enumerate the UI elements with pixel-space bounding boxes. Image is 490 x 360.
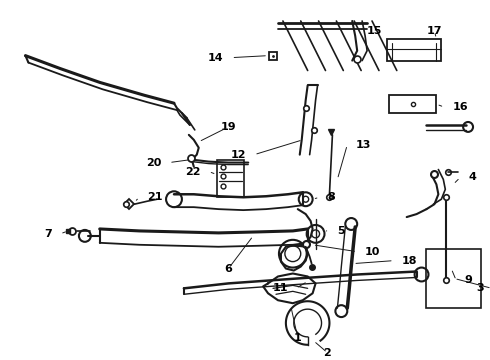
Text: 8: 8 (327, 192, 335, 202)
Text: 16: 16 (452, 102, 468, 112)
Text: 22: 22 (185, 167, 201, 176)
Text: 15: 15 (367, 26, 383, 36)
Text: 19: 19 (220, 122, 236, 132)
Text: 10: 10 (365, 247, 380, 257)
Text: 21: 21 (147, 192, 163, 202)
Text: 4: 4 (468, 172, 476, 183)
Text: 13: 13 (355, 140, 370, 150)
Text: 12: 12 (231, 150, 246, 160)
Text: 17: 17 (427, 26, 442, 36)
Text: 7: 7 (45, 229, 52, 239)
Text: 20: 20 (146, 158, 161, 168)
Text: 1: 1 (294, 333, 302, 343)
Text: 11: 11 (272, 283, 288, 293)
Text: 18: 18 (402, 256, 417, 266)
Text: 9: 9 (464, 275, 472, 285)
Text: 3: 3 (476, 283, 484, 293)
Text: 14: 14 (208, 53, 223, 63)
Text: 5: 5 (338, 226, 345, 236)
Text: 2: 2 (323, 348, 331, 358)
Text: 6: 6 (224, 264, 232, 274)
